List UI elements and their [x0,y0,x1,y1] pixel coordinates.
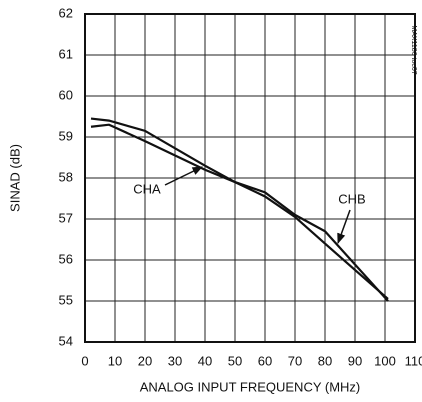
x-tick-label: 30 [168,353,182,368]
x-tick-label: 100 [374,353,396,368]
x-axis-title: ANALOG INPUT FREQUENCY (MHz) [140,379,361,394]
watermark: MAX1186 toc07 [410,25,417,74]
x-tick-label: 60 [258,353,272,368]
x-tick-label: 70 [288,353,302,368]
x-tick-label: 40 [198,353,212,368]
x-tick-label: 90 [348,353,362,368]
y-tick-label: 58 [59,169,73,184]
label-arrow [164,166,203,186]
y-tick-label: 57 [59,210,73,225]
series-line [90,123,389,300]
x-tick-label: 0 [81,353,88,368]
y-tick-label: 62 [59,5,73,20]
series-label: CHA [133,181,161,196]
x-tick-label: 50 [228,353,242,368]
y-tick-label: 60 [59,87,73,102]
series-line [90,117,389,302]
x-tick-label: 80 [318,353,332,368]
y-tick-label: 59 [59,128,73,143]
series-label: CHB [338,191,365,206]
y-tick-label: 56 [59,251,73,266]
label-arrow [337,209,351,244]
y-tick-label: 55 [59,292,73,307]
x-tick-label: 10 [108,353,122,368]
x-tick-label: 110 [405,353,422,368]
y-axis-title: SINAD (dB) [7,144,22,212]
y-tick-label: 61 [59,46,73,61]
plot-frame [84,13,416,343]
y-tick-label: 54 [59,333,73,348]
x-tick-label: 20 [138,353,152,368]
